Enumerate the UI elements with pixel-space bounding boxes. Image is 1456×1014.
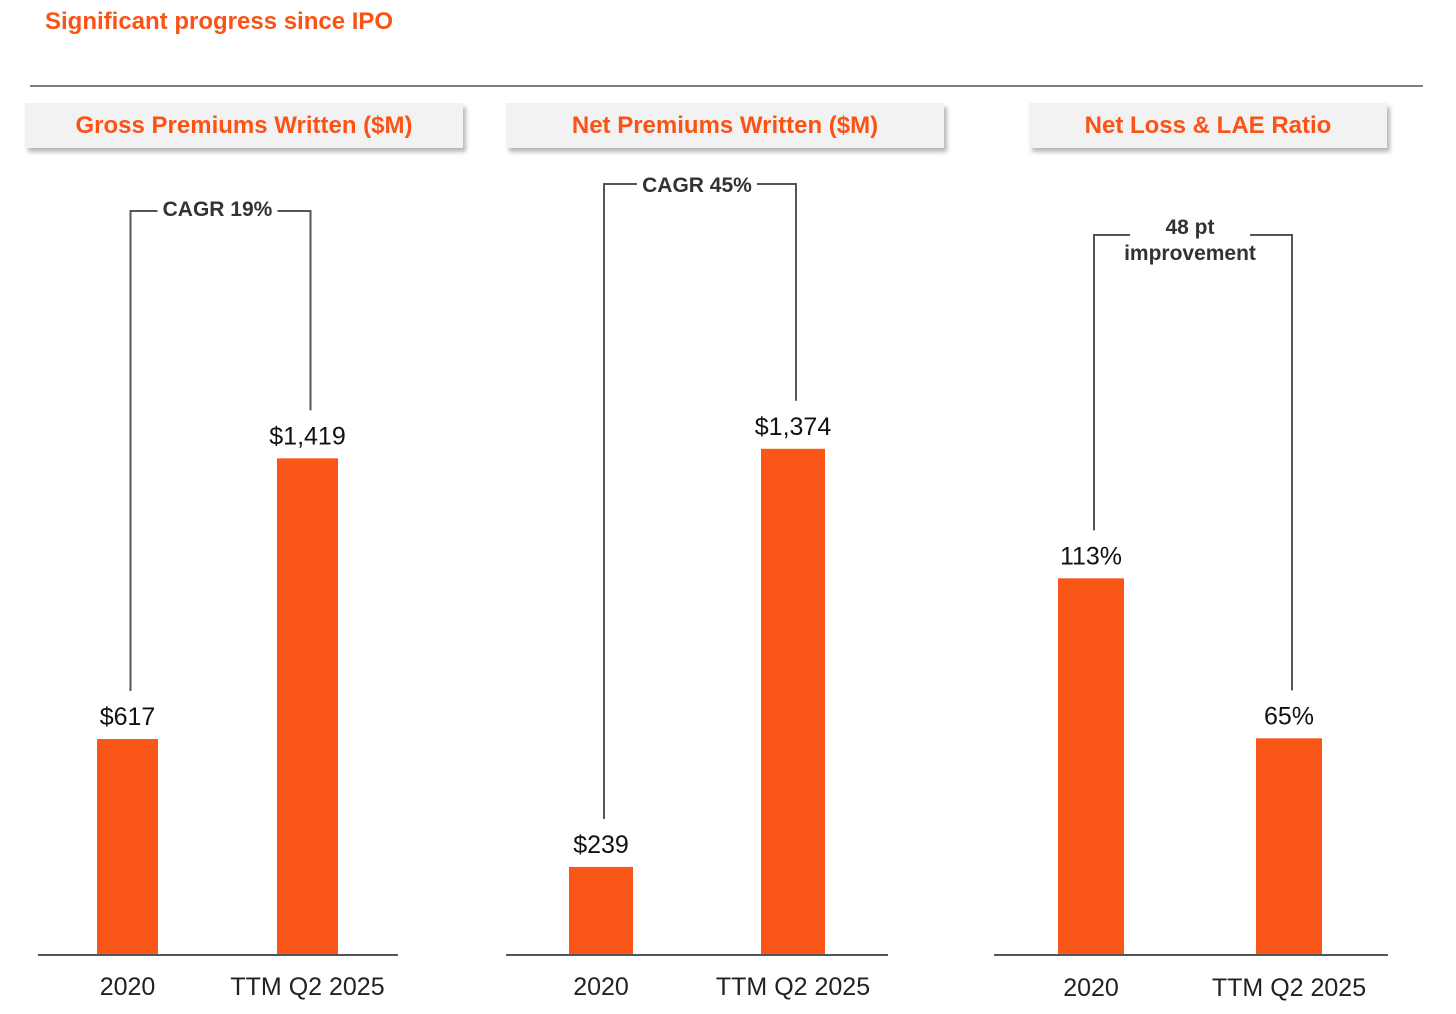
chart-title-gross-premiums: Gross Premiums Written ($M) [25,103,463,148]
gross-premiums-x-tick-1: 2020 [100,973,156,1001]
gross-premiums-bar-2 [277,458,338,955]
title-divider [30,85,1423,87]
loss-ratio-annotation-1: 48 pt [1165,216,1214,239]
net-premiums-value-label-2: $1,374 [755,413,832,441]
loss-ratio-bracket-right [1250,234,1293,691]
net-premiums-x-tick-2: TTM Q2 2025 [716,973,870,1001]
gross-premiums-bracket-left [129,210,158,692]
loss-ratio-value-label-1: 113% [1060,542,1122,570]
net-premiums-annotation-1: CAGR 45% [642,174,752,197]
loss-ratio-bracket-left [1093,234,1130,531]
gross-premiums-bracket-right [277,210,312,411]
net-premiums-bar-1 [569,866,633,955]
loss-ratio-bar-1 [1058,578,1124,955]
gross-premiums-value-label-2: $1,419 [269,422,345,450]
gross-premiums-annotation-1: CAGR 19% [163,198,273,221]
gross-premiums-value-label-1: $617 [100,703,156,731]
loss-ratio-x-tick-2: TTM Q2 2025 [1212,974,1366,1002]
gross-premiums-bar-1 [97,739,158,955]
chart-title-loss-ratio: Net Loss & LAE Ratio [1029,103,1387,148]
net-premiums-bracket-left [603,183,637,819]
gross-premiums-x-tick-2: TTM Q2 2025 [230,973,384,1001]
net-premiums-x-tick-1: 2020 [573,973,629,1001]
net-premiums-bracket-right [757,183,797,401]
net-premiums-bar-2 [761,448,825,955]
net-premiums-value-label-1: $239 [573,831,629,859]
loss-ratio-bar-2 [1256,738,1322,955]
loss-ratio-x-tick-1: 2020 [1063,974,1119,1002]
chart-title-net-premiums: Net Premiums Written ($M) [506,103,944,148]
loss-ratio-annotation-2: improvement [1124,242,1256,265]
page-title: Significant progress since IPO [45,8,394,35]
loss-ratio-value-label-2: 65% [1264,702,1314,730]
